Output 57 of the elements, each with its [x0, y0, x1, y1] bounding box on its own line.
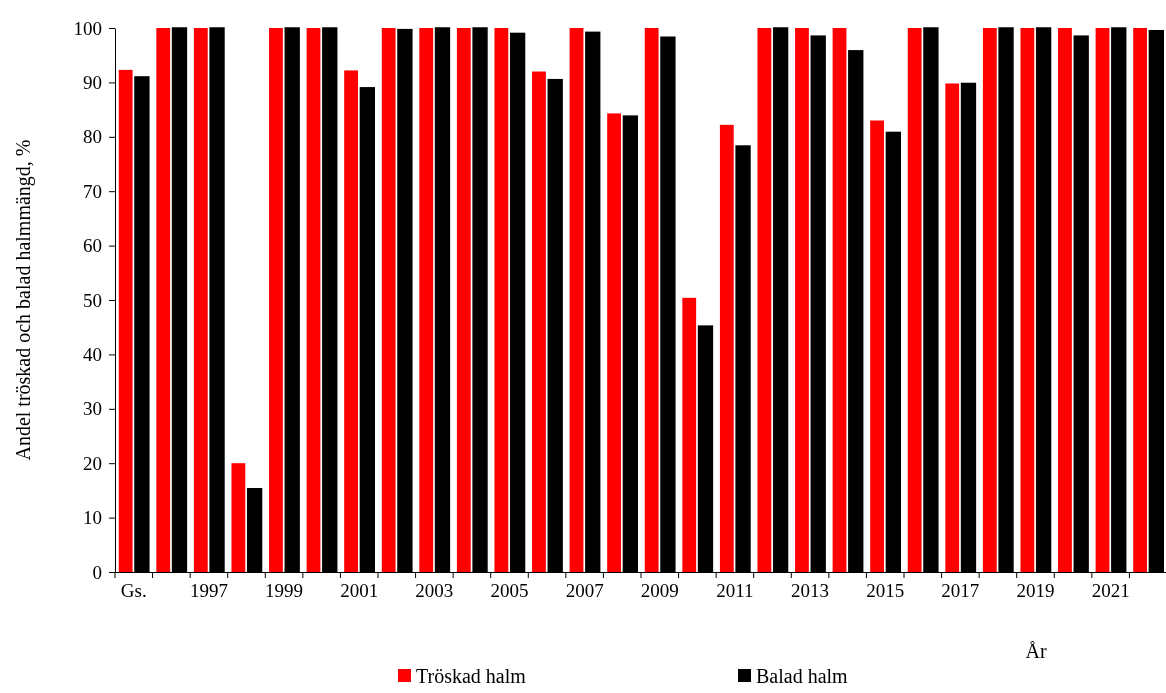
legend-label: Balad halm: [756, 665, 849, 687]
bar: [607, 113, 621, 572]
bar: [306, 28, 321, 572]
bar: [193, 28, 208, 572]
x-tick-label: 2019: [1016, 580, 1055, 601]
bar: [381, 28, 396, 572]
bar: [231, 463, 246, 572]
x-tick-label: 2017: [941, 580, 980, 601]
x-tick-label: Gs.: [120, 580, 147, 601]
bar: [494, 28, 509, 572]
bar: [269, 28, 283, 572]
bar: [456, 28, 471, 572]
bar: [907, 28, 922, 572]
y-tick-label: 40: [83, 343, 102, 365]
y-tick-label: 90: [83, 71, 102, 93]
bar: [682, 297, 697, 572]
x-axis-title: År: [1025, 640, 1047, 662]
bar: [156, 28, 171, 572]
x-tick-label: 2013: [791, 580, 830, 601]
y-tick-label: 80: [83, 126, 102, 148]
bar: [870, 120, 884, 572]
bar: [644, 28, 659, 572]
bar: [569, 28, 584, 572]
y-tick-label: 30: [83, 398, 102, 420]
x-tick-label: 1997: [189, 580, 228, 601]
bar: [757, 28, 772, 572]
x-tick-label: 2021: [1091, 580, 1130, 601]
x-tick-label: 2005: [490, 580, 529, 601]
y-tick-label: 10: [83, 507, 102, 529]
bar: [982, 28, 997, 572]
bar: [344, 70, 358, 572]
y-tick-label: 0: [92, 561, 102, 583]
x-tick-label: 2009: [640, 580, 679, 601]
y-axis-title: Andel tröskad och balad halmmängd, %: [12, 139, 35, 461]
y-tick-label: 20: [83, 452, 102, 474]
bar: [532, 71, 546, 572]
bar: [795, 28, 809, 572]
bar: [118, 69, 133, 572]
bar: [832, 28, 847, 572]
x-tick-label: 2003: [415, 580, 454, 601]
bar: [1058, 28, 1072, 572]
y-tick-label: 100: [73, 17, 102, 39]
y-tick-label: 50: [83, 289, 102, 311]
x-tick-label: 2011: [716, 580, 754, 601]
bar: [419, 28, 434, 572]
bar: [719, 124, 734, 572]
legend-label: Tröskad halm: [416, 665, 527, 687]
y-tick-label: 60: [83, 235, 102, 257]
x-tick-label: 2007: [565, 580, 604, 601]
x-tick-label: 2001: [340, 580, 379, 601]
bar: [1133, 28, 1147, 572]
x-tick-label: 1999: [265, 580, 304, 601]
bar: [1020, 28, 1035, 572]
bar: [945, 83, 960, 572]
bar: [1095, 28, 1110, 572]
y-tick-label: 70: [83, 180, 102, 202]
x-tick-label: 2015: [866, 580, 905, 601]
